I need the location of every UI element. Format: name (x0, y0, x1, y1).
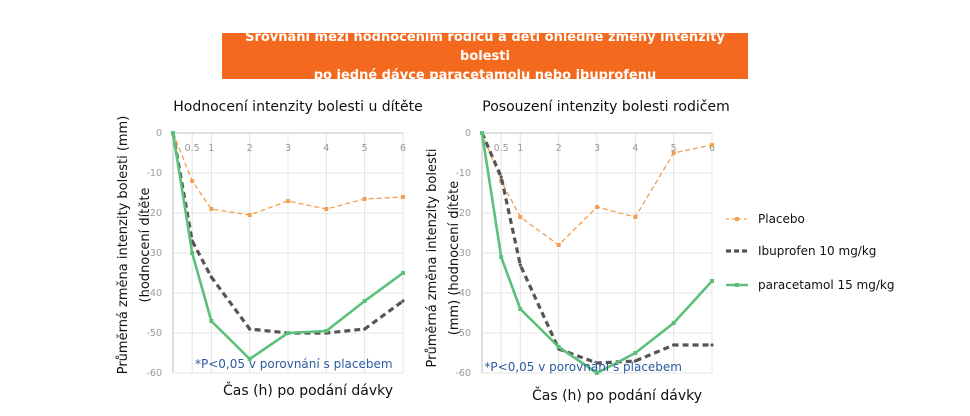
panel-2-x-tick-label: 2 (556, 143, 562, 154)
panel-1-y-tick-label: -20 (146, 208, 162, 219)
panel-1-data-point-placebo (209, 207, 214, 211)
panel-1-y-tick-label: -60 (146, 368, 162, 379)
panel-1-x-tick-label: 1 (208, 143, 214, 154)
panel-2-series-line-placebo (481, 132, 713, 246)
panel-1-y-tick-label: 0 (156, 128, 162, 139)
panel-2-data-point-ibuprofen (499, 175, 503, 179)
panel-1-series-line-placebo (172, 132, 404, 216)
panel-1-series-line-ibuprofen (171, 132, 404, 335)
panel-2-data-point-ibuprofen (518, 263, 522, 267)
banner-line-1: Srovnání mezi hodnocením rodičů a dětí o… (245, 29, 725, 64)
panel-2-data-point-paracetamol (499, 255, 504, 259)
panel-2-data-point-paracetamol (480, 131, 484, 135)
panel-2-data-point-placebo (556, 243, 561, 247)
panel-1-data-point-paracetamol (247, 357, 252, 361)
panel-1-x-tick-label: 3 (285, 143, 291, 154)
panel-2-x-tick-label: 1 (517, 143, 523, 154)
legend-label-placebo: Placebo (758, 212, 805, 226)
panel-2-data-point-placebo (671, 151, 676, 155)
panel-1-x-tick-label: 6 (400, 143, 406, 154)
panel-1-data-point-paracetamol (171, 131, 175, 135)
panel-1-data-point-placebo (247, 213, 252, 217)
panel-2-x-tick-label: 6 (709, 143, 715, 154)
panel-2-y-tick-label: -50 (455, 328, 471, 339)
panel-1-y-axis-label-line-2: (hodnocení dítěte (138, 188, 153, 303)
panel-1-data-point-ibuprofen (209, 275, 213, 279)
panel-1-data-point-ibuprofen (363, 327, 367, 331)
panel-2-y-tick-label: -30 (455, 248, 471, 259)
legend-marker-placebo (735, 217, 739, 221)
panel-1-data-point-placebo (190, 179, 195, 183)
panel-1-y-tick-label: -10 (146, 168, 162, 179)
title-banner: Srovnání mezi hodnocením rodičů a dětí o… (222, 30, 748, 83)
panel-2-data-point-paracetamol (671, 321, 676, 325)
panel-1-x-tick-label: 2 (247, 143, 253, 154)
legend-label-ibuprofen: Ibuprofen 10 mg/kg (758, 244, 876, 258)
panel-1-data-point-ibuprofen (401, 299, 405, 303)
panel-1-y-tick-label: -50 (146, 328, 162, 339)
panel-2-y-tick-label: -60 (455, 368, 471, 379)
panel-1-data-point-paracetamol (401, 271, 405, 275)
panel-2-data-point-placebo (595, 205, 599, 209)
panel-1-y-tick-label: -30 (146, 248, 162, 259)
panel-2-x-axis-label: Čas (h) po podání dávky (532, 386, 702, 404)
panel-1-data-point-placebo (286, 199, 290, 203)
panel-2-x-tick-label: 4 (632, 143, 638, 154)
panel-2-data-point-paracetamol (595, 371, 599, 375)
panel-2-y-tick-label: -10 (455, 168, 471, 179)
panel-2-data-point-paracetamol (633, 351, 638, 355)
panel-1-x-tick-label: 5 (362, 143, 368, 154)
panel-2-x-tick-label: 5 (671, 143, 677, 154)
panel-2-data-point-paracetamol (710, 279, 714, 283)
panel-1-data-point-ibuprofen (248, 327, 252, 331)
panel-2-data-point-paracetamol (556, 345, 561, 349)
panel-1-significance-note: *P<0,05 v porovnání s placebem (195, 357, 393, 371)
panel-1-y-tick-label: -40 (146, 288, 162, 299)
panel-2-data-point-ibuprofen (672, 343, 676, 347)
panel-2-series-line-ibuprofen (480, 132, 712, 365)
panel-1-data-point-placebo (324, 207, 329, 211)
panel-2-data-point-ibuprofen (710, 343, 714, 347)
panel-1-x-axis-label: Čas (h) po podání dávky (223, 381, 393, 399)
panel-1-data-point-paracetamol (209, 319, 214, 323)
panel-1-chart-title: Hodnocení intenzity bolesti u dítěte (173, 99, 423, 115)
panel-2-y-axis-label-line-1: Průměrná změna intenzity bolesti (425, 149, 440, 368)
panel-2-data-point-placebo (518, 215, 523, 219)
panel-2-x-tick-label: 0.5 (494, 143, 509, 154)
banner-line-2: po jedné dávce paracetamolu nebo ibuprof… (313, 67, 657, 83)
panel-2-x-tick-label: 3 (594, 143, 600, 154)
panel-1-series-line-paracetamol (171, 132, 404, 361)
legend-label-paracetamol: paracetamol 15 mg/kg (758, 278, 894, 292)
panel-2-y-tick-label: -20 (455, 208, 471, 219)
panel-2-data-point-paracetamol (518, 307, 523, 311)
panel-2-chart-title: Posouzení intenzity bolesti rodičem (482, 99, 729, 115)
panel-1-data-point-paracetamol (324, 329, 329, 333)
panel-1-data-point-paracetamol (362, 299, 367, 303)
panel-1-x-tick-label: 4 (323, 143, 329, 154)
legend-marker-paracetamol (735, 283, 739, 287)
panel-2-significance-note: *P<0,05 v porovnání s placebem (484, 360, 682, 374)
panel-1-x-tick-label: 0.5 (185, 143, 200, 154)
panel-2-data-point-placebo (633, 215, 638, 219)
panel-2-data-point-ibuprofen (633, 359, 637, 363)
panel-1-data-point-paracetamol (190, 251, 195, 255)
panel-2-y-axis-label-line-2: (mm) (hodnocení dítěte (447, 181, 462, 336)
panel-1-data-point-placebo (362, 197, 367, 201)
panel-2-y-tick-label: -40 (455, 288, 471, 299)
panel-2-y-tick-label: 0 (465, 128, 471, 139)
panel-1-data-point-paracetamol (286, 331, 290, 335)
panel-2-data-point-ibuprofen (595, 361, 599, 365)
panel-2-data-point-placebo (710, 143, 714, 147)
panel-1-data-point-placebo (401, 195, 405, 199)
panel-1-y-axis-label-line-1: Průměrná změna intenzity bolesti (mm) (116, 116, 131, 375)
panel-2-series-line-paracetamol (480, 132, 713, 375)
